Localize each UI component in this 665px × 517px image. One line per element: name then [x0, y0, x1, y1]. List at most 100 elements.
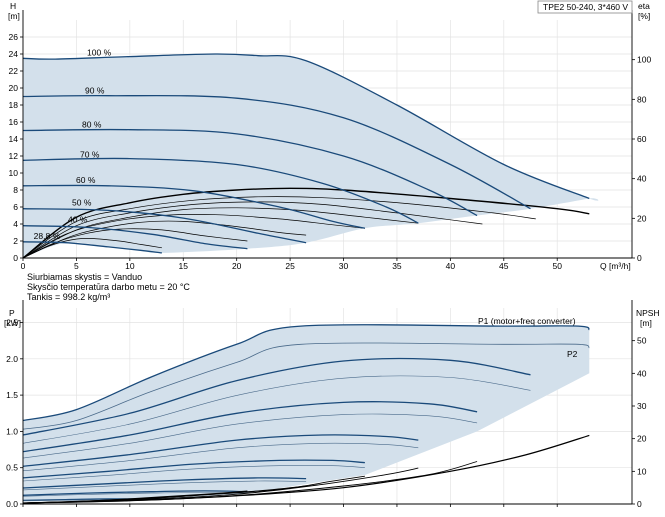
p2-series-label: P2	[567, 349, 578, 359]
qh-y-tick-label: 24	[9, 49, 19, 59]
p1-series-label: P1 (motor+freq converter)	[478, 316, 576, 326]
eta-y-tick-label: 40	[637, 174, 647, 184]
qh-speed-curve	[22, 184, 366, 229]
eta-y-tick-label: 20	[637, 213, 647, 223]
qh-speed-label: 70 %	[80, 149, 100, 159]
note-temperature: Skysčio temperatūra darbo metu = 20 °C	[27, 282, 190, 292]
power-curve	[22, 357, 531, 436]
note-density: Tankis = 998.2 kg/m³	[27, 292, 111, 302]
qh-y-tick-label: 16	[9, 117, 19, 127]
p2-envelope-curve	[22, 342, 590, 430]
power-curve	[22, 490, 248, 496]
qh-y-tick-label: 22	[9, 66, 19, 76]
power-axes: 0.0 0.5 1.0 1.5 2.0 2.5 0 10 20 30 40 50 P[kW] NPSH[m…	[4, 300, 660, 509]
qh-speed-label: 80 %	[82, 120, 102, 130]
power-operating-envelope	[23, 324, 590, 502]
qh-y-tick-label: 0	[13, 253, 18, 263]
npsh-curves	[22, 434, 590, 504]
power-envelope-area	[23, 324, 590, 502]
qh-speed-curve	[22, 225, 248, 250]
power-curve-p2	[22, 375, 531, 444]
qh-speed-curve	[22, 157, 419, 224]
power-curve-p2	[22, 480, 307, 491]
power-curve	[22, 459, 365, 479]
note-liquid: Siurbiamas skystis = Vanduo	[27, 272, 143, 282]
power-curve-p2	[22, 442, 419, 472]
qh-x-tick-label: 15	[179, 261, 189, 271]
power-curves: P1 (motor+freq converter) P2	[22, 316, 590, 502]
qh-y-tick-label: 18	[9, 100, 19, 110]
qh-speed-label: 50 %	[72, 198, 92, 208]
qh-speed-curve	[22, 208, 307, 244]
qh-speed-curve	[22, 53, 590, 200]
qh-speed-label: 40 %	[68, 215, 88, 225]
power-curve-p2	[22, 413, 478, 459]
efficiency-curve	[22, 220, 307, 259]
power-y-axis-unit: [kW]	[4, 318, 21, 328]
qh-y-tick-label: 12	[9, 151, 19, 161]
qh-speed-label: 90 %	[85, 86, 105, 96]
power-curve-p2	[22, 492, 248, 497]
eta-y-tick-label: 80	[637, 94, 647, 104]
qh-speed-label: 60 %	[76, 175, 96, 185]
npsh-curve	[22, 461, 478, 504]
qh-speed-label: 100 %	[87, 47, 112, 57]
eta-axis-unit: [%]	[638, 11, 650, 21]
power-y-axis-label: P	[9, 308, 15, 318]
npsh-y-tick-label: 50	[637, 336, 647, 346]
eta-y-tick-label: 100	[637, 55, 651, 65]
qh-y-tick-label: 20	[9, 83, 19, 93]
efficiency-curve	[22, 213, 365, 259]
model-legend-box	[537, 0, 633, 14]
qh-x-tick-label: 35	[392, 261, 402, 271]
qh-x-tick-label: 30	[339, 261, 349, 271]
npsh-axis-unit: [m]	[640, 318, 652, 328]
power-y-tick-label: 0.5	[6, 463, 18, 473]
qh-x-tick-label: 5	[74, 261, 79, 271]
power-y-tick-label: 2.0	[6, 354, 18, 364]
power-y-tick-label: 1.5	[6, 390, 18, 400]
qh-x-tick-label: 50	[552, 261, 562, 271]
power-curve	[22, 401, 478, 453]
eta-axis-label: eta	[638, 1, 650, 11]
p1-envelope-curve	[22, 324, 590, 422]
model-legend-text: TPE2 50-240, 3*460 V	[543, 2, 628, 12]
qh-x-tick-label: 25	[285, 261, 295, 271]
qh-y-axis-unit: [m]	[8, 11, 20, 21]
qh-x-tick-label: 10	[125, 261, 135, 271]
power-y-tick-label: 0.0	[6, 499, 18, 509]
power-curve	[22, 477, 307, 489]
power-curve-p2	[22, 465, 365, 482]
npsh-curve	[22, 497, 162, 504]
efficiency-curve	[22, 196, 536, 259]
qh-speed-curve	[22, 241, 162, 254]
qh-x-tick-label: 0	[21, 261, 26, 271]
qh-y-tick-label: 4	[13, 219, 18, 229]
qh-x-tick-label: 45	[499, 261, 509, 271]
npsh-y-tick-label: 0	[637, 499, 642, 509]
npsh-y-tick-label: 10	[637, 466, 647, 476]
qh-speed-curve	[22, 128, 478, 217]
qh-speed-label: 28.8 %	[34, 231, 61, 241]
efficiency-curve	[22, 238, 162, 259]
npsh-y-tick-label: 20	[637, 434, 647, 444]
qh-y-tick-label: 8	[13, 185, 18, 195]
qh-x-axis-label: Q [m³/h]	[600, 261, 631, 271]
power-curve	[22, 434, 419, 467]
power-y-tick-label: 1.0	[6, 426, 18, 436]
npsh-axis-label: NPSH	[636, 308, 660, 318]
qh-x-tick-label: 20	[232, 261, 242, 271]
npsh-y-tick-label: 40	[637, 368, 647, 378]
power-y-tick-label: 2.5	[6, 318, 18, 328]
qh-speed-curve	[22, 94, 531, 210]
qh-y-tick-label: 10	[9, 168, 19, 178]
qh-y-tick-label: 14	[9, 134, 19, 144]
qh-y-tick-label: 6	[13, 202, 18, 212]
qh-y-tick-label: 26	[9, 32, 19, 42]
npsh-y-tick-label: 30	[637, 401, 647, 411]
eta-y-tick-label: 0	[637, 253, 642, 263]
eta-y-tick-label: 60	[637, 134, 647, 144]
efficiency-curve	[22, 187, 590, 259]
